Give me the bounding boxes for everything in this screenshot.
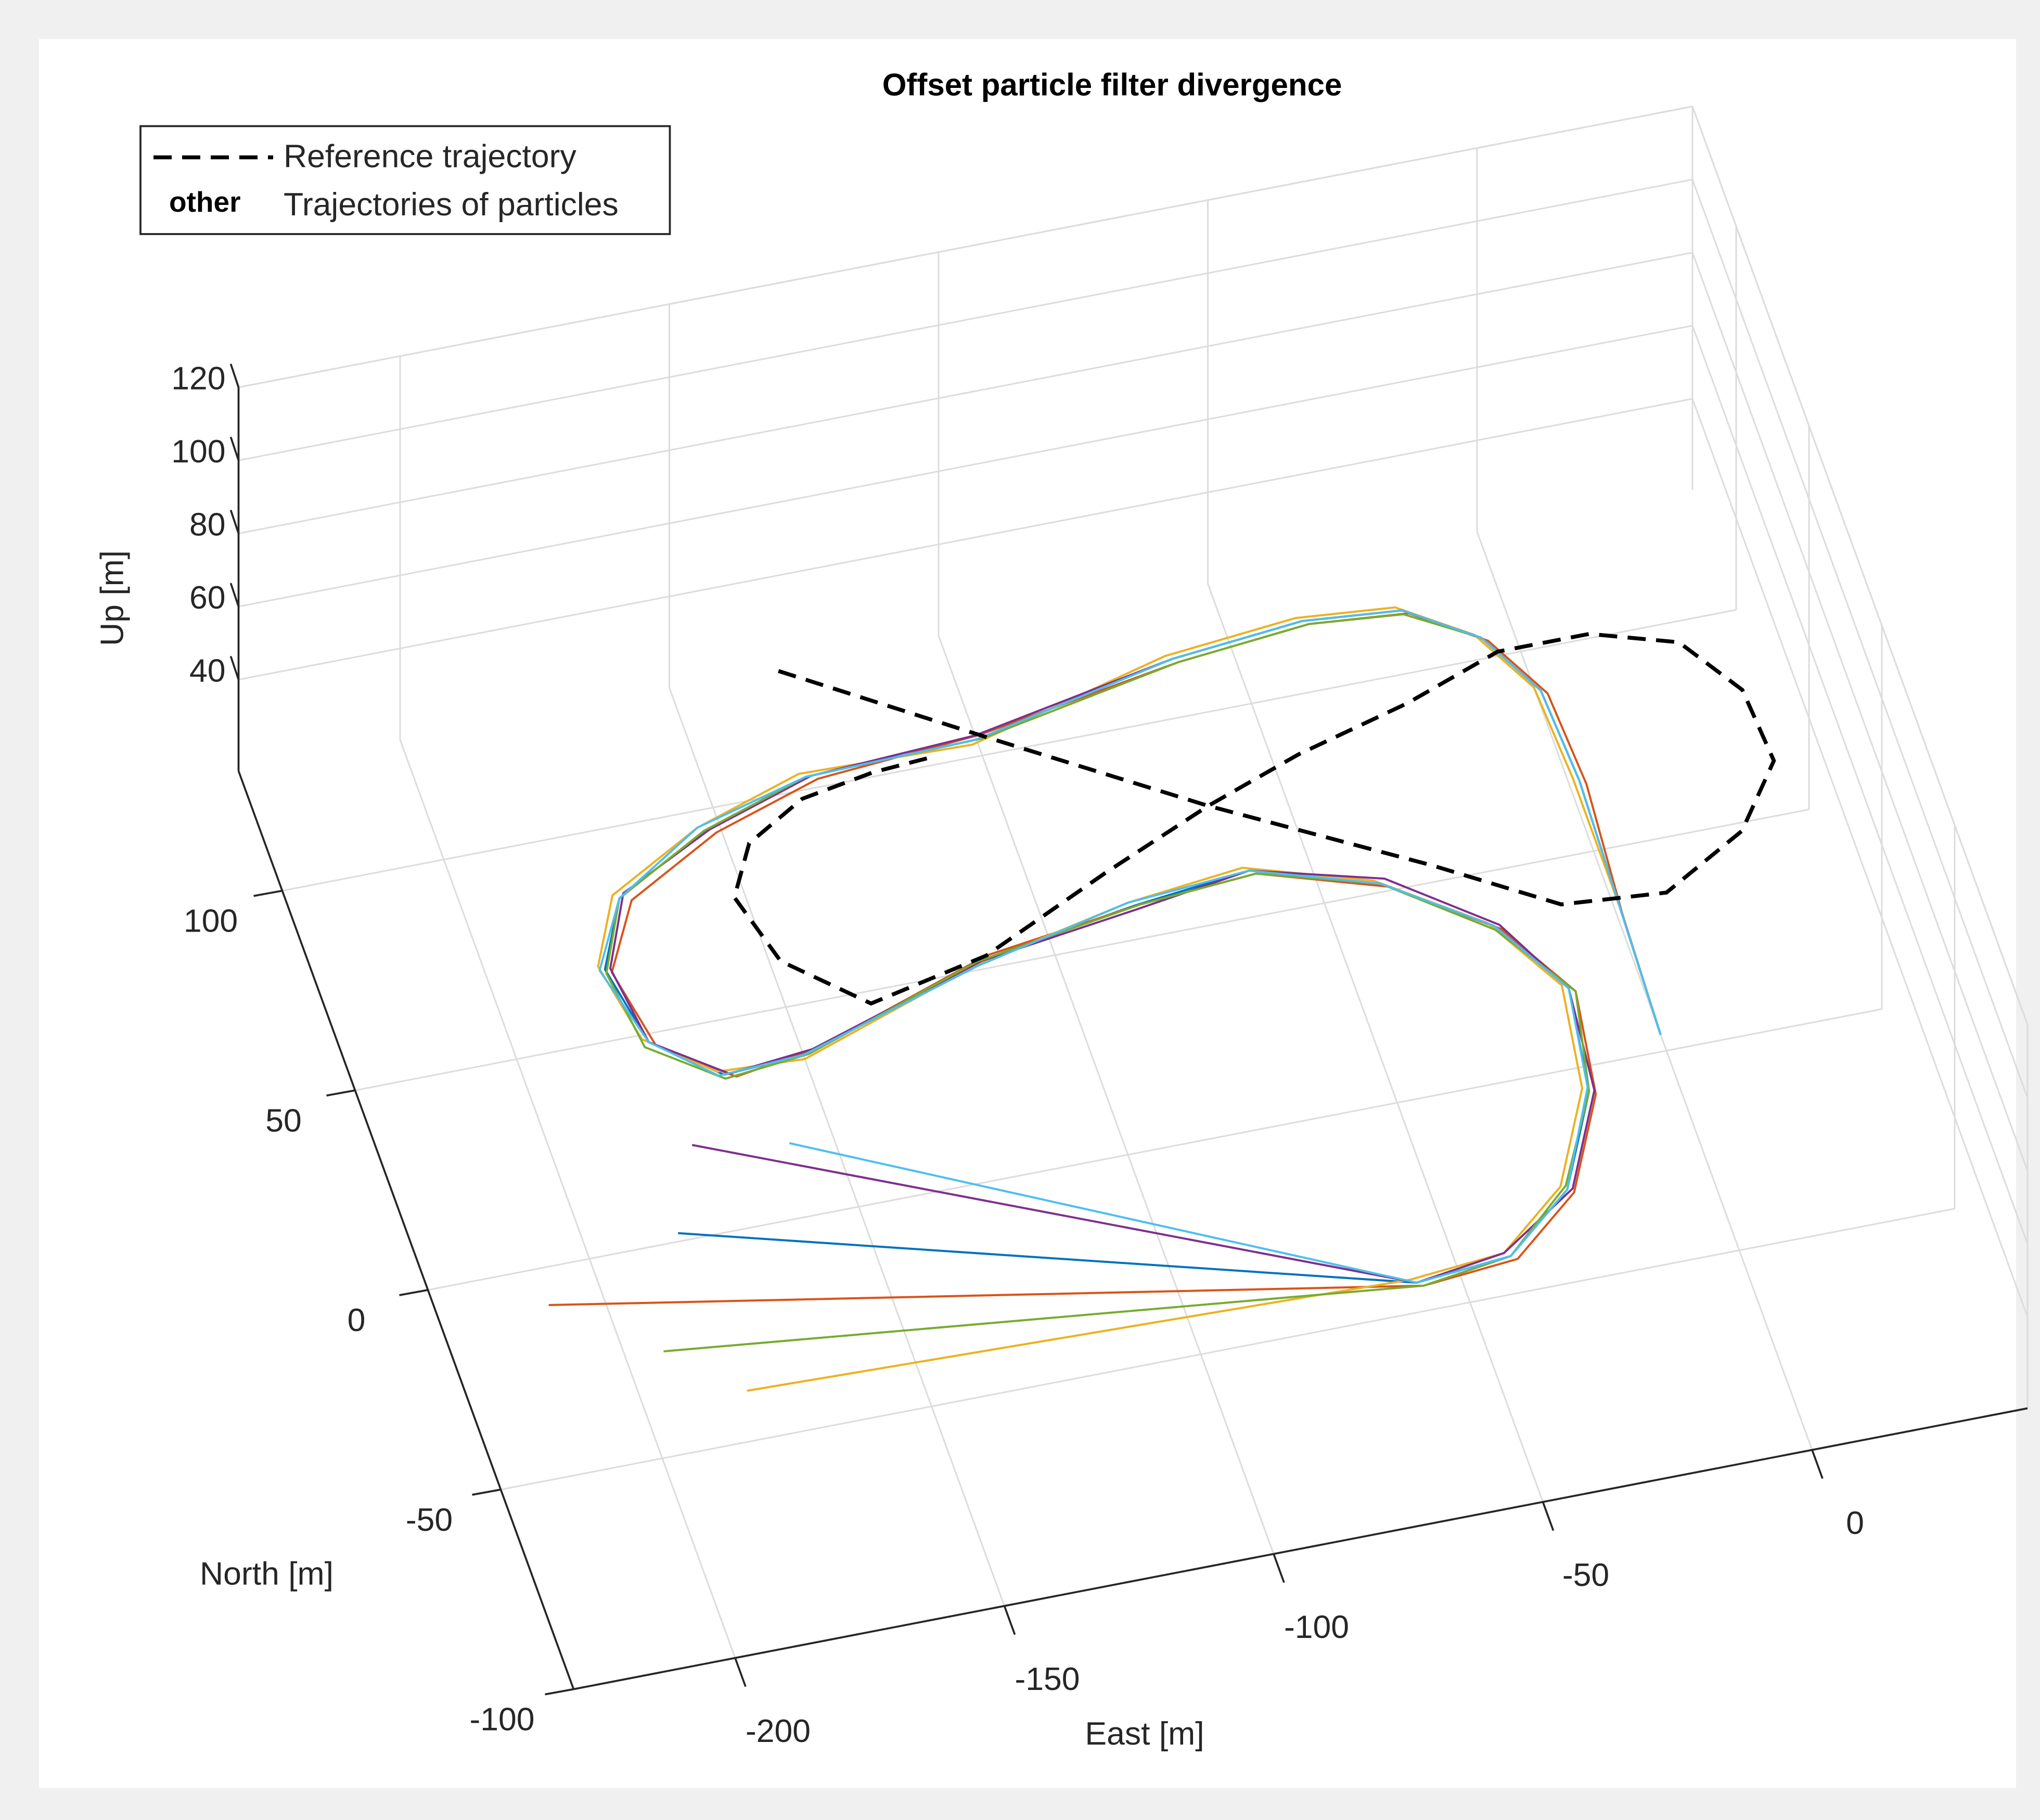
box-edge <box>1691 106 2029 1025</box>
legend: Reference trajectory other Trajectories … <box>139 125 671 235</box>
tick-mark <box>1542 1501 1555 1531</box>
grid <box>229 106 2029 1696</box>
z-tick-label: 80 <box>189 507 226 543</box>
z-tick-label: 40 <box>189 653 226 689</box>
tick-mark <box>229 583 240 607</box>
x-tick-label: -200 <box>746 1713 811 1749</box>
grid-line <box>238 398 1693 681</box>
data <box>548 606 1776 1392</box>
tick-mark <box>545 1688 574 1696</box>
grid-line <box>238 325 1693 608</box>
grid-line <box>501 1208 1955 1491</box>
tick-mark <box>472 1488 501 1496</box>
x-axis-label: East [m] <box>1085 1715 1204 1752</box>
tick-mark <box>326 1089 355 1097</box>
legend-label: Trajectories of particles <box>284 186 619 223</box>
tick-mark <box>229 364 240 388</box>
legend-box <box>139 125 671 235</box>
legend-label: Reference trajectory <box>284 138 576 175</box>
z-axis-label: Up [m] <box>94 550 131 646</box>
plot-background <box>39 39 2016 1788</box>
axis-line <box>573 1407 2028 1690</box>
tick-mark <box>1273 1553 1285 1583</box>
z-tick-label: 100 <box>171 433 225 470</box>
x-tick-label: -50 <box>1562 1557 1609 1593</box>
grid-line <box>1691 398 2029 1318</box>
legend-swatch-label: other <box>169 186 241 218</box>
y-tick-label: -100 <box>469 1701 534 1738</box>
axis-line <box>237 770 575 1690</box>
y-tick-label: -50 <box>406 1502 453 1538</box>
x-tick-label: -100 <box>1284 1609 1349 1645</box>
grid-line <box>282 609 1737 892</box>
grid-line <box>1691 179 2029 1098</box>
labels: -200 -150 -100 -50 0 -100 -50 0 50 100 40 60 80 100 12… <box>171 360 1864 1749</box>
tick-mark <box>399 1289 428 1296</box>
tick-mark <box>229 510 240 534</box>
grid-line <box>669 687 1005 1607</box>
grid-line <box>1691 325 2029 1244</box>
tick-mark <box>1003 1605 1016 1635</box>
grid-line <box>1691 252 2029 1171</box>
y-tick-label: 0 <box>348 1302 366 1338</box>
tick-mark <box>229 656 240 680</box>
trajectory-line <box>598 609 1662 1284</box>
x-tick-label: -150 <box>1015 1661 1080 1697</box>
trajectory-line <box>732 631 1776 1006</box>
grid-line <box>938 635 1275 1555</box>
z-tick-label: 120 <box>171 360 225 397</box>
grid-line <box>1207 583 1544 1503</box>
tick-mark <box>253 889 283 897</box>
grid-line <box>355 808 1810 1091</box>
x-tick-label: 0 <box>1846 1505 1864 1541</box>
y-tick-label: 100 <box>184 903 238 939</box>
trajectory-line <box>605 613 1662 1352</box>
chart-title: Offset particle filter divergence <box>882 67 1342 102</box>
tick-mark <box>734 1657 747 1687</box>
box-edge <box>238 106 1693 389</box>
y-tick-label: 50 <box>265 1102 302 1139</box>
grid-line <box>238 178 1693 461</box>
grid-line <box>399 739 736 1659</box>
z-tick-label: 60 <box>189 579 226 616</box>
grid-line <box>428 1008 1882 1291</box>
grid-line <box>238 252 1693 535</box>
tick-mark <box>229 436 240 461</box>
y-axis-label: North [m] <box>200 1556 333 1592</box>
tick-mark <box>1811 1449 1824 1479</box>
